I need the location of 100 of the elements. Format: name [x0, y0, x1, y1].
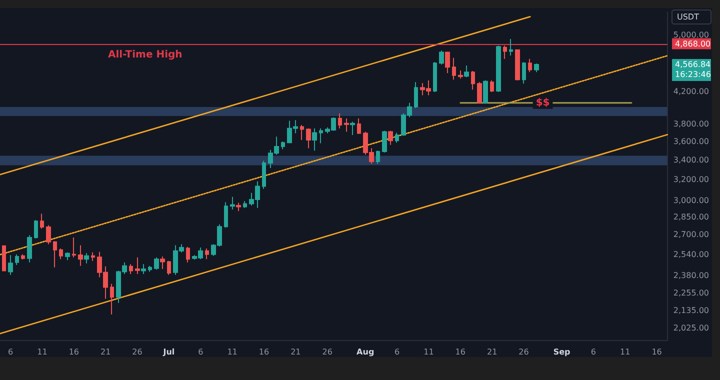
- text: 4,566.84: [675, 60, 711, 69]
- candlestick: [452, 57, 456, 80]
- candlestick: [522, 62, 526, 84]
- candlestick: [338, 112, 342, 129]
- text: 4,868.00: [675, 39, 711, 48]
- y-tick-label: 2,380.00: [673, 270, 709, 280]
- x-tick-label: 26: [322, 348, 332, 356]
- candlestick: [490, 80, 494, 92]
- candlestick: [344, 118, 349, 132]
- candlestick: [230, 196, 235, 210]
- candlestick: [110, 283, 114, 315]
- candlestick: [483, 80, 488, 104]
- x-tick-label: 11: [37, 348, 48, 356]
- candlestick: [414, 82, 418, 109]
- y-tick-label: 2,135.00: [673, 306, 709, 316]
- y-tick-label: 5,000.00: [673, 30, 709, 40]
- y-tick-label: 3,000.00: [673, 196, 709, 206]
- candlestick: [319, 128, 323, 144]
- candlestick: [306, 128, 311, 149]
- x-tick-label: 6: [394, 348, 400, 356]
- candlestick: [78, 244, 83, 266]
- y-axis-title: USDT: [677, 12, 700, 22]
- candlestick: [154, 256, 159, 270]
- candlestick: [135, 256, 140, 274]
- x-tick-label: 21: [290, 348, 301, 356]
- x-tick-label: 11: [424, 348, 434, 356]
- annotation: $$: [536, 97, 550, 108]
- y-tick-label: 2,850.00: [673, 212, 709, 222]
- y-tick-label: 3,400.00: [673, 155, 709, 164]
- candlestick: [167, 260, 171, 276]
- candlestick: [91, 252, 95, 262]
- candlestick: [186, 246, 190, 263]
- candlestick: [21, 254, 25, 260]
- y-tick-label: 2,025.00: [673, 323, 709, 332]
- y-tick-label: 3,200.00: [673, 175, 709, 184]
- candlestick: [496, 45, 501, 92]
- candlestick: [509, 38, 513, 56]
- candlestick: [2, 245, 6, 272]
- candlestick: [205, 248, 209, 260]
- x-tick-label: 6: [590, 348, 596, 356]
- y-tick-label: 3,600.00: [673, 136, 709, 146]
- candlestick: [534, 63, 539, 73]
- candlestick: [357, 118, 361, 135]
- candlestick: [40, 213, 44, 230]
- candlestick: [464, 64, 469, 78]
- candlestick: [34, 220, 38, 239]
- candlestick: [395, 132, 399, 144]
- candlestick: [350, 121, 355, 136]
- candlestick: [312, 128, 317, 152]
- candlestick: [141, 264, 146, 274]
- candlestick: [503, 45, 507, 60]
- x-tick-label: 11: [620, 348, 630, 356]
- candlestick: [59, 248, 63, 260]
- candlestick: [236, 202, 241, 212]
- x-tick-label: 6: [8, 348, 14, 356]
- candlestick: [8, 254, 13, 276]
- candlestick: [300, 124, 304, 140]
- y-tick-label: 2,255.00: [673, 288, 709, 298]
- candlestick: [528, 58, 532, 73]
- ref-line-label: All-Time High: [108, 49, 182, 60]
- candlestick: [433, 62, 437, 92]
- x-tick-label: 11: [227, 348, 238, 356]
- candlestick: [65, 252, 70, 261]
- candlestick: [243, 200, 247, 208]
- y-tick-label: 4,200.00: [673, 87, 709, 96]
- candlestick: [477, 82, 482, 104]
- candlestick: [72, 237, 76, 258]
- candlestick: [281, 141, 285, 150]
- x-tick-label: 21: [100, 348, 111, 356]
- x-tick-label: 16: [652, 348, 662, 356]
- x-tick-label: 6: [198, 348, 204, 356]
- candlestick: [148, 265, 152, 272]
- candlestick: [458, 70, 463, 80]
- x-tick-label: Aug: [356, 348, 374, 356]
- candlestick: [439, 50, 444, 65]
- y-tick-label: 3,800.00: [673, 119, 709, 128]
- x-tick-label: Jul: [162, 348, 175, 356]
- candlestick: [27, 234, 32, 263]
- text: 16:23:46: [675, 70, 711, 79]
- candlestick: [376, 150, 380, 164]
- candlestick: [53, 240, 57, 268]
- x-tick-label: 16: [68, 348, 80, 356]
- candlestick: [160, 256, 165, 270]
- candlestick: [471, 70, 475, 90]
- candlestick: [382, 130, 387, 154]
- x-tick-label: 16: [455, 348, 466, 356]
- y-tick-label: 2,700.00: [673, 230, 709, 240]
- candlestick: [445, 51, 450, 74]
- candlestick: [388, 130, 393, 146]
- candlestick: [46, 224, 51, 245]
- y-tick-label: 2,540.00: [673, 250, 709, 259]
- candlestick: [15, 254, 19, 266]
- x-tick-label: 26: [518, 348, 529, 356]
- x-tick-label: 16: [258, 348, 270, 356]
- x-tick-label: 26: [132, 348, 142, 356]
- x-tick-label: Sep: [553, 348, 571, 356]
- candlestick: [129, 264, 133, 274]
- x-tick-label: 21: [486, 348, 498, 356]
- candlestick: [84, 252, 89, 264]
- candlestick: [224, 202, 228, 228]
